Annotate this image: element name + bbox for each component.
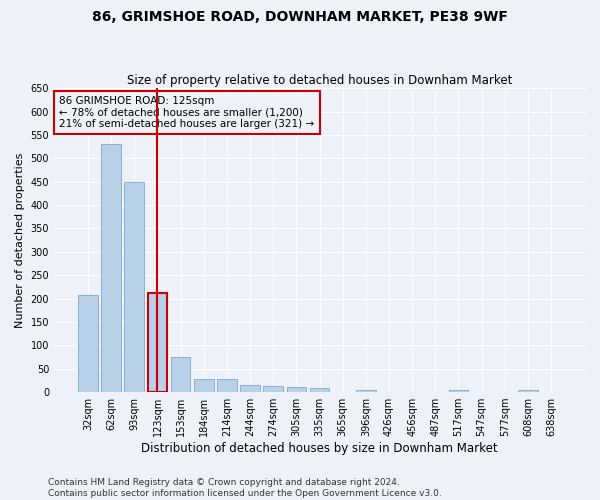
Bar [449,390,468,392]
Bar [78,296,98,392]
Bar [518,390,538,392]
Bar [148,293,167,392]
Bar [240,385,260,392]
Bar [194,379,214,392]
Text: 86, GRIMSHOE ROAD, DOWNHAM MARKET, PE38 9WF: 86, GRIMSHOE ROAD, DOWNHAM MARKET, PE38 … [92,10,508,24]
Y-axis label: Number of detached properties: Number of detached properties [15,152,25,328]
Bar [124,182,144,392]
Text: 86 GRIMSHOE ROAD: 125sqm
← 78% of detached houses are smaller (1,200)
21% of sem: 86 GRIMSHOE ROAD: 125sqm ← 78% of detach… [59,96,314,129]
X-axis label: Distribution of detached houses by size in Downham Market: Distribution of detached houses by size … [141,442,498,455]
Bar [217,379,237,392]
Text: Contains HM Land Registry data © Crown copyright and database right 2024.
Contai: Contains HM Land Registry data © Crown c… [48,478,442,498]
Bar [101,144,121,392]
Bar [310,388,329,392]
Title: Size of property relative to detached houses in Downham Market: Size of property relative to detached ho… [127,74,512,87]
Bar [171,357,190,392]
Bar [356,390,376,392]
Bar [263,386,283,392]
Bar [287,388,306,392]
